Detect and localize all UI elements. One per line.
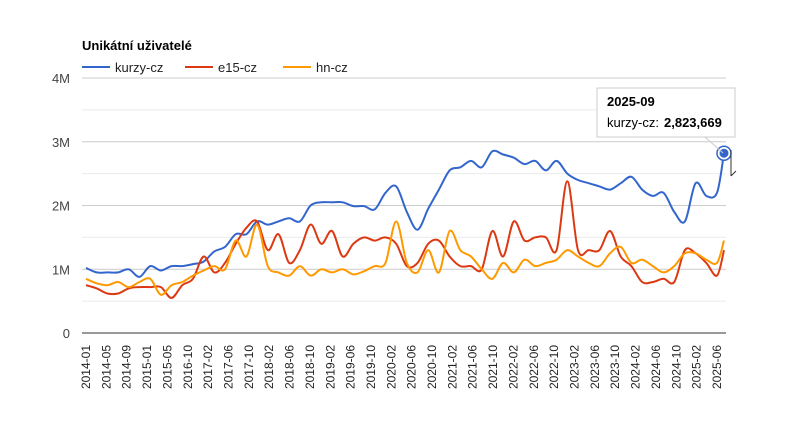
x-tick-label: 2018-06 xyxy=(283,345,297,389)
x-tick-label: 2015-05 xyxy=(160,345,174,389)
x-tick-label: 2022-06 xyxy=(527,345,541,389)
y-axis: 0 1M 2M 3M 4M xyxy=(52,71,70,341)
x-tick-label: 2018-02 xyxy=(262,345,276,389)
series-lines xyxy=(85,145,732,299)
tooltip-value: 2,823,669 xyxy=(664,115,722,130)
y-tick-label: 1M xyxy=(52,262,70,277)
x-tick-label: 2015-01 xyxy=(140,345,154,389)
x-tick-label: 2017-10 xyxy=(242,345,256,389)
x-tick-label: 2019-10 xyxy=(364,345,378,389)
x-tick-label: 2023-02 xyxy=(568,345,582,389)
x-tick-label: 2020-10 xyxy=(425,345,439,389)
x-tick-label: 2021-06 xyxy=(466,345,480,389)
y-tick-label: 3M xyxy=(52,135,70,150)
x-tick-label: 2019-02 xyxy=(323,345,337,389)
x-tick-label: 2020-02 xyxy=(384,345,398,389)
series-line-kurzy-cz xyxy=(85,149,725,278)
x-tick-label: 2017-02 xyxy=(201,345,215,389)
x-tick-label: 2018-10 xyxy=(303,345,317,389)
legend-label-e15-cz: e15-cz xyxy=(218,60,257,75)
x-tick-label: 2014-09 xyxy=(120,345,134,389)
x-tick-label: 2021-02 xyxy=(445,345,459,389)
y-tick-label: 0 xyxy=(63,326,70,341)
x-tick-label: 2023-10 xyxy=(608,345,622,389)
tooltip-row: kurzy-cz: 2,823,669 xyxy=(607,115,722,130)
x-tick-label: 2024-06 xyxy=(649,345,663,389)
legend-label-kurzy-cz: kurzy-cz xyxy=(115,60,163,75)
x-tick-label: 2020-06 xyxy=(405,345,419,389)
x-tick-label: 2016-10 xyxy=(181,345,195,389)
x-tick-label: 2019-06 xyxy=(344,345,358,389)
series-line-e15-cz xyxy=(85,180,725,299)
tooltip-series-label: kurzy-cz: xyxy=(607,115,659,130)
series-line-hn-cz xyxy=(85,220,725,296)
x-tick-label: 2021-10 xyxy=(486,345,500,389)
x-axis: 2014-01 2014-05 2014-09 2015-01 2015-05 2016-… xyxy=(79,345,724,389)
x-tick-label: 2014-01 xyxy=(79,345,93,389)
x-tick-label: 2014-05 xyxy=(99,345,113,389)
y-tick-label: 2M xyxy=(52,199,70,214)
x-tick-label: 2025-06 xyxy=(710,345,724,389)
x-tick-label: 2025-02 xyxy=(690,345,704,389)
cursor-icon xyxy=(730,150,737,177)
x-tick-label: 2022-10 xyxy=(547,345,561,389)
x-tick-label: 2017-06 xyxy=(221,345,235,389)
legend-label-hn-cz: hn-cz xyxy=(316,60,348,75)
y-tick-label: 4M xyxy=(52,71,70,86)
tooltip: 2025-09 kurzy-cz: 2,823,669 xyxy=(596,87,736,154)
tooltip-title: 2025-09 xyxy=(607,94,655,109)
legend: kurzy-cz e15-cz hn-cz xyxy=(82,60,348,75)
x-tick-label: 2024-02 xyxy=(629,345,643,389)
x-tick-label: 2024-10 xyxy=(669,345,683,389)
x-tick-label: 2023-06 xyxy=(588,345,602,389)
chart-title: Unikátní uživatelé xyxy=(82,38,192,53)
tooltip-pointer xyxy=(704,136,724,154)
tooltip-box xyxy=(596,87,736,138)
highlight-point xyxy=(719,148,729,158)
x-tick-label: 2022-02 xyxy=(506,345,520,389)
